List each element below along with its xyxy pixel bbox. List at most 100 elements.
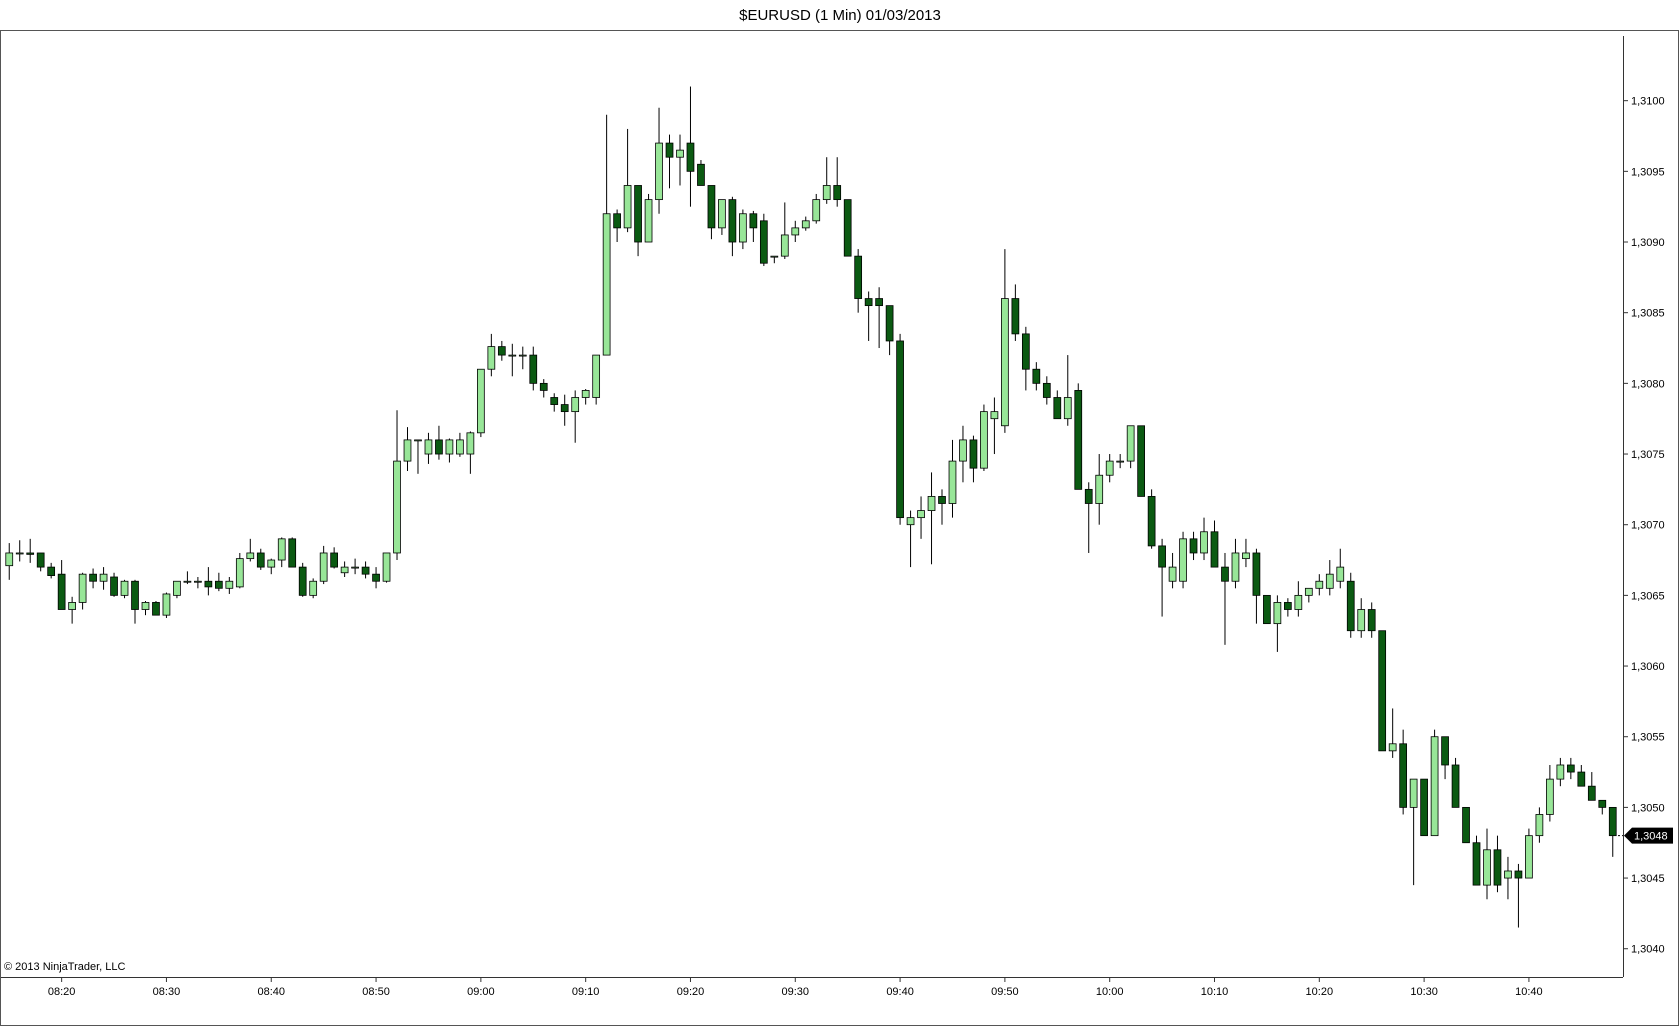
y-tick-label: 1,3040 xyxy=(1631,944,1665,956)
y-tick-label: 1,3045 xyxy=(1631,873,1665,885)
candle-body-up xyxy=(791,227,800,236)
candle-body-up xyxy=(477,368,485,434)
candle-body-up xyxy=(1315,580,1324,589)
candle-body-up xyxy=(644,199,653,243)
candle-body-down xyxy=(1189,538,1198,554)
candle-body-down xyxy=(110,576,118,596)
y-tick-label: 1,3070 xyxy=(1631,520,1665,532)
x-tick-label: 08:40 xyxy=(257,986,285,998)
candle-body-down xyxy=(152,602,160,616)
candle-body-up xyxy=(927,496,936,511)
candle-body-down xyxy=(1053,397,1062,420)
candle-body-up xyxy=(1535,814,1544,837)
candle-body-down xyxy=(759,220,768,264)
candle-body-down xyxy=(686,142,695,172)
candle-body-down xyxy=(1598,799,1607,808)
candle-body-up xyxy=(183,580,192,583)
candle-body-down xyxy=(330,552,338,568)
candle-body-down xyxy=(843,199,852,257)
candle-body-up xyxy=(5,552,14,567)
candle-body-up xyxy=(1556,764,1565,780)
candle-body-up xyxy=(917,510,925,519)
candle-body-down xyxy=(1577,771,1586,787)
candle-body-down xyxy=(1493,849,1502,886)
candle-body-up xyxy=(487,346,496,370)
candle-body-down xyxy=(1462,806,1470,844)
candle-body-down xyxy=(749,213,758,229)
candle-body-down xyxy=(613,213,621,229)
candle-body-down xyxy=(728,199,737,243)
candle-body-up xyxy=(309,580,318,596)
candle-body-up xyxy=(424,439,433,455)
candle-body-up xyxy=(456,439,464,455)
candle-body-down xyxy=(298,566,307,596)
candle-body-down xyxy=(1378,630,1387,752)
candle-body-down xyxy=(1074,390,1083,490)
candle-body-up xyxy=(1504,870,1512,879)
candle-body-down xyxy=(1263,594,1271,625)
candle-body-down xyxy=(256,552,265,568)
x-tick-label: 10:10 xyxy=(1201,986,1229,998)
candle-body-down xyxy=(896,340,904,519)
candle-body-up xyxy=(1357,609,1366,632)
x-tick-label: 09:50 xyxy=(991,986,1019,998)
candle-body-down xyxy=(497,346,506,356)
y-tick-label: 1,3100 xyxy=(1631,96,1665,108)
candle-body-down xyxy=(634,185,642,243)
candle-body-down xyxy=(26,552,35,555)
candle-body-down xyxy=(1221,566,1229,582)
y-tick-label: 1,3075 xyxy=(1631,449,1665,461)
candle-body-up xyxy=(1200,531,1208,554)
candle-body-down xyxy=(854,255,863,299)
candle-body-down xyxy=(864,298,873,307)
candle-body-up xyxy=(822,185,831,201)
candle-body-down xyxy=(1367,609,1376,632)
candle-body-up xyxy=(1525,835,1533,879)
x-tick-label: 08:50 xyxy=(362,986,390,998)
candle-body-up xyxy=(225,580,234,589)
x-tick-label: 09:40 xyxy=(886,986,914,998)
candle-body-up xyxy=(676,149,684,158)
x-tick-label: 09:20 xyxy=(677,986,705,998)
candle-body-up xyxy=(120,580,129,596)
candle-body-down xyxy=(1420,778,1428,837)
last-price-label: 1,3048 xyxy=(1634,831,1668,843)
candle-body-up xyxy=(990,411,999,420)
candle-body-up xyxy=(812,199,821,222)
candle-body-up xyxy=(466,432,475,455)
candle-body-up xyxy=(235,558,244,588)
candle-body-down xyxy=(1042,382,1051,398)
candle-body-up xyxy=(445,439,454,455)
y-tick-label: 1,3095 xyxy=(1631,166,1665,178)
candle-body-down xyxy=(665,142,674,158)
candle-body-down xyxy=(1441,736,1449,766)
candle-body-down xyxy=(539,382,548,391)
candle-body-up xyxy=(980,411,988,469)
candle-body-down xyxy=(550,397,559,405)
candle-body-up xyxy=(382,552,391,582)
candle-body-up xyxy=(246,552,255,560)
candle-body-down xyxy=(1587,785,1596,801)
candle-body-up xyxy=(1095,474,1104,504)
candle-body-up xyxy=(1409,778,1418,808)
last-price-tag xyxy=(1624,827,1673,844)
candle-body-up xyxy=(948,460,957,504)
candle-body-up xyxy=(319,552,328,582)
candle-body-up xyxy=(173,580,181,596)
candle-body-down xyxy=(435,439,443,455)
candle-body-down xyxy=(1451,764,1460,808)
x-tick-label: 09:10 xyxy=(572,986,600,998)
candle-body-down xyxy=(36,552,45,568)
candle-body-up xyxy=(1304,587,1313,596)
candle-body-down xyxy=(1346,580,1355,632)
candle-body-up xyxy=(959,439,967,462)
y-tick-label: 1,3065 xyxy=(1631,590,1665,602)
candle-body-down xyxy=(89,573,97,582)
candle-body-down xyxy=(288,538,297,568)
candle-body-down xyxy=(875,298,883,307)
candle-body-up xyxy=(780,234,789,257)
candle-body-up xyxy=(1116,460,1125,463)
candle-body-down xyxy=(707,185,716,229)
candle-body-down xyxy=(938,496,946,504)
